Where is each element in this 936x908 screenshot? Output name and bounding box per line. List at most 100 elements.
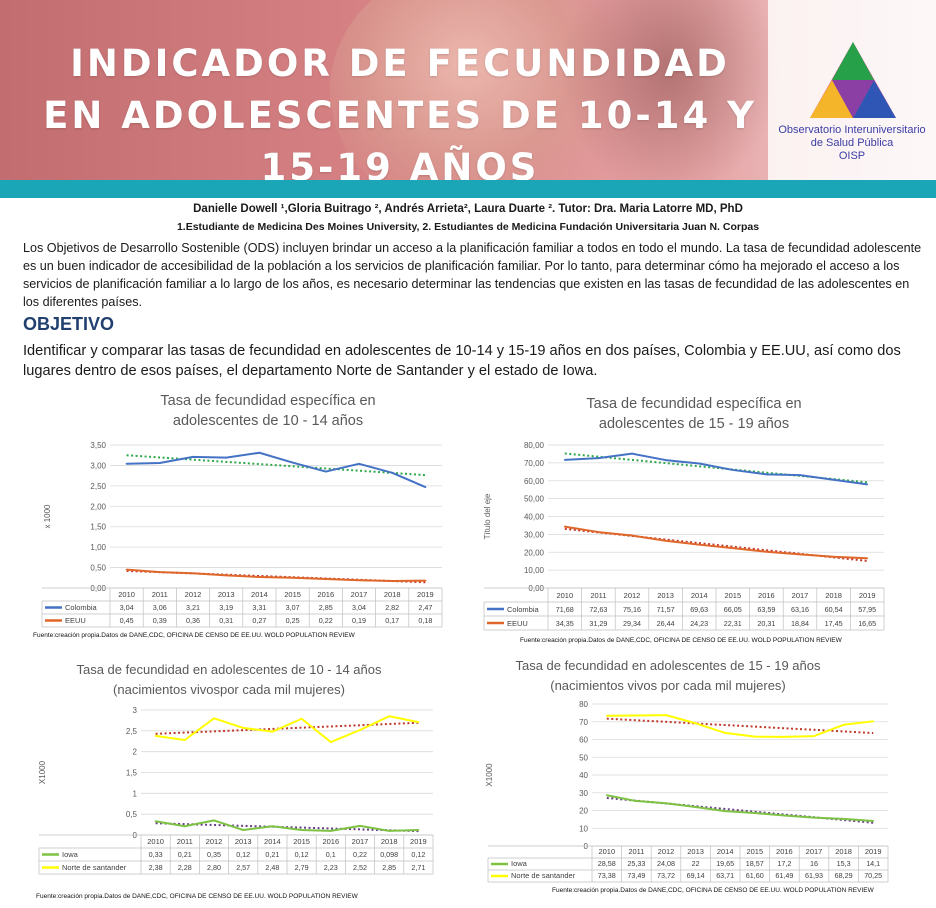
- x-tick-label: 2019: [859, 591, 876, 600]
- data-table-value: 68,29: [835, 871, 853, 880]
- data-point: [631, 452, 633, 455]
- data-point: [291, 576, 294, 579]
- objective-text: Identificar y comparar las tasas de fecu…: [23, 343, 901, 379]
- x-tick-label: 2019: [410, 837, 427, 846]
- y-tick-label: 2,00: [90, 502, 106, 511]
- data-table-value: 73,49: [627, 871, 645, 880]
- data-point: [698, 462, 701, 465]
- data-table-value: 31,29: [589, 619, 607, 628]
- data-table-value: 0,12: [236, 850, 250, 859]
- data-table-value: 0,35: [207, 850, 221, 859]
- data-point: [324, 578, 327, 580]
- data-point: [359, 824, 361, 827]
- y-tick-label: 10,00: [524, 566, 545, 575]
- data-table-value: 2,28: [178, 863, 192, 872]
- data-point: [424, 486, 427, 488]
- y-tick-label: 40,00: [524, 513, 545, 522]
- chart-panel-c: Tasa de fecundidad en adolescentes de 10…: [33, 652, 438, 892]
- data-table-value: 28,58: [598, 859, 616, 868]
- data-point: [731, 469, 734, 471]
- data-point: [213, 819, 215, 822]
- series-line: [155, 715, 419, 744]
- logo-line-2: de Salud Pública: [810, 137, 894, 149]
- series-line: [126, 451, 426, 489]
- x-tick-label: 2016: [317, 590, 334, 599]
- data-table-value: 73,38: [598, 871, 616, 880]
- data-table-value: 0,19: [352, 616, 366, 625]
- y-axis-label: x 1000: [43, 504, 52, 529]
- x-tick-label: 2013: [687, 847, 704, 856]
- data-point: [597, 531, 600, 533]
- data-point: [213, 717, 215, 720]
- data-table-value: 2,82: [385, 603, 399, 612]
- data-table-value: 63,71: [716, 871, 734, 880]
- data-table-value: 17,2: [777, 859, 791, 868]
- data-point: [753, 812, 756, 814]
- data-table-value: 3,31: [252, 603, 266, 612]
- chart-title-line-1: Tasa de fecundidad en adolescentes de 15…: [515, 658, 821, 673]
- data-point: [388, 715, 391, 718]
- chart-title-line-1: Tasa de fecundidad en adolescentes de 10…: [76, 662, 382, 677]
- data-point: [605, 714, 608, 717]
- y-tick-label: 0: [584, 842, 589, 851]
- data-point: [832, 555, 835, 558]
- data-table-value: 0,45: [120, 616, 134, 625]
- chart-title-line-1: Tasa de fecundidad específica en: [586, 396, 801, 412]
- data-point: [664, 539, 667, 542]
- y-tick-label: 3,50: [90, 441, 106, 450]
- x-tick-label: 2011: [177, 837, 193, 846]
- x-tick-label: 2015: [284, 590, 301, 599]
- data-table-value: 24,08: [657, 859, 675, 868]
- y-tick-label: 70: [579, 718, 588, 727]
- data-table-value: 0,25: [286, 616, 300, 625]
- chart-d-source: Fuente:creación propia.Datos de DANE,CDC…: [552, 887, 874, 894]
- data-table-value: 61,60: [746, 871, 764, 880]
- data-table-value: 18,84: [791, 619, 809, 628]
- poster-title: INDICADOR DE FECUNDIDAD EN ADOLESCENTES …: [20, 38, 780, 180]
- chart-title-line-1: Tasa de fecundidad específica en: [160, 393, 375, 409]
- data-point: [291, 461, 294, 464]
- chart-title-line-2: (nacimientos vivospor cada mil mujeres): [113, 682, 345, 697]
- data-table-value: 16: [810, 859, 818, 868]
- x-tick-label: 2011: [628, 847, 644, 856]
- trendline: [606, 717, 874, 735]
- data-table-value: 73,72: [657, 871, 675, 880]
- data-point: [799, 474, 801, 477]
- data-point: [635, 714, 638, 717]
- legend-label: Colombia: [507, 605, 540, 614]
- data-table-value: 71,57: [657, 605, 675, 614]
- x-tick-label: 2016: [758, 591, 775, 600]
- x-tick-label: 2015: [293, 837, 310, 846]
- data-table-value: 24,23: [690, 619, 708, 628]
- data-table-value: 57,95: [858, 605, 876, 614]
- affiliations-line: 1.Estudiante de Medicina Des Moines Univ…: [176, 221, 760, 233]
- data-table-value: 72,63: [589, 605, 607, 614]
- data-point: [731, 547, 734, 550]
- data-table-value: 60,54: [825, 605, 843, 614]
- data-table-value: 2,85: [382, 863, 396, 872]
- chart-panel-b: Tasa de fecundidad específica en adolesce…: [474, 383, 894, 633]
- data-point: [832, 478, 835, 481]
- y-tick-label: 3: [133, 706, 138, 715]
- y-tick-label: 50,00: [524, 495, 545, 504]
- data-table-value: 2,52: [353, 863, 367, 872]
- y-tick-label: 2,5: [126, 727, 138, 736]
- data-point: [842, 723, 845, 726]
- authors-block: Danielle Dowell ¹,Gloria Buitrago ², And…: [0, 200, 936, 236]
- series-line: [564, 452, 868, 486]
- y-tick-label: 80,00: [524, 441, 545, 450]
- data-table-value: 22,31: [724, 619, 742, 628]
- data-point: [724, 732, 727, 734]
- intro-paragraph: Los Objetivos de Desarrollo Sostenible (…: [23, 241, 922, 309]
- data-point: [783, 814, 786, 817]
- data-point: [271, 730, 274, 733]
- x-tick-label: 2017: [352, 837, 369, 846]
- data-point: [183, 739, 186, 741]
- x-tick-label: 2014: [251, 590, 268, 599]
- y-tick-label: 2,50: [90, 482, 106, 491]
- data-table-value: 18,57: [746, 859, 764, 868]
- x-tick-label: 2010: [118, 590, 135, 599]
- data-point: [183, 825, 186, 828]
- data-table-value: 0,12: [295, 850, 309, 859]
- data-point: [359, 729, 361, 731]
